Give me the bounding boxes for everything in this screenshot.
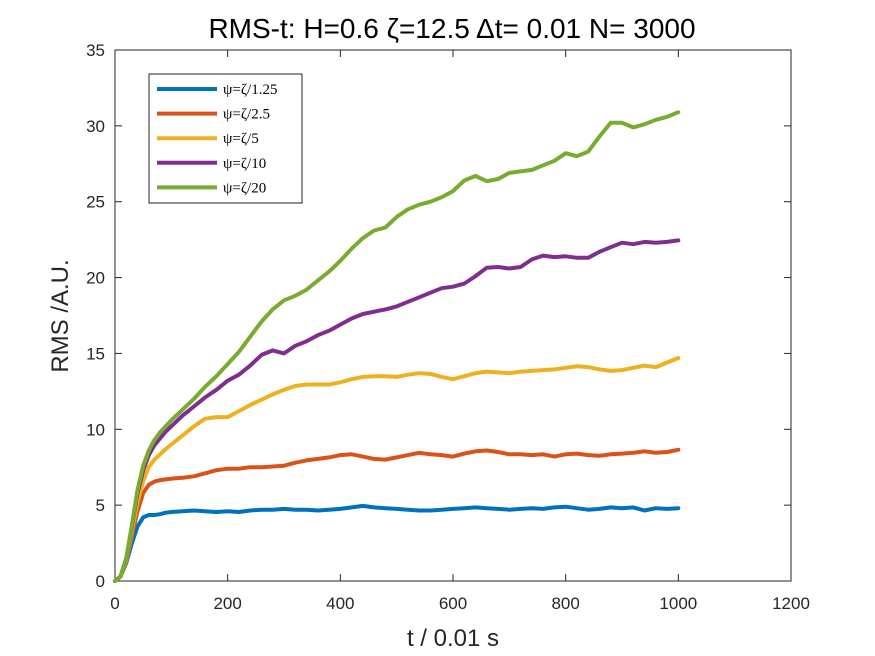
x-tick-label: 600 [439,594,467,613]
series-line-3 [113,356,681,583]
x-axis-label: t / 0.01 s [407,625,499,652]
legend-label: ψ=ζ/1.25 [223,82,277,98]
x-tick-label: 1200 [772,594,810,613]
y-tick-label: 10 [86,420,105,439]
y-axis-label: RMS /A.U. [47,259,74,372]
y-tick-label: 30 [86,117,105,136]
x-tick-label: 0 [110,594,119,613]
x-tick-label: 800 [551,594,579,613]
y-tick-label: 5 [96,496,105,515]
legend-label: ψ=ζ/20 [223,180,266,196]
y-tick-label: 15 [86,344,105,363]
x-tick-label: 1000 [659,594,697,613]
y-tick-label: 35 [86,41,105,60]
series-line-4 [113,238,681,583]
legend-label: ψ=ζ/5 [223,131,259,147]
y-tick-label: 0 [96,572,105,591]
x-tick-label: 200 [213,594,241,613]
x-tick-label: 400 [326,594,354,613]
legend: ψ=ζ/1.25 ψ=ζ/2.5 ψ=ζ/5 ψ=ζ/10 ψ=ζ/20 [148,73,303,204]
series-line-5 [113,110,681,583]
series-line-1 [113,503,681,583]
y-tick-label: 20 [86,269,105,288]
legend-label: ψ=ζ/2.5 [223,107,270,123]
chart-title: RMS-t: H=0.6 ζ=12.5 Δt= 0.01 N= 3000 [208,13,695,44]
legend-label: ψ=ζ/10 [223,156,266,172]
y-tick-label: 25 [86,193,105,212]
series-line-2 [113,447,681,583]
